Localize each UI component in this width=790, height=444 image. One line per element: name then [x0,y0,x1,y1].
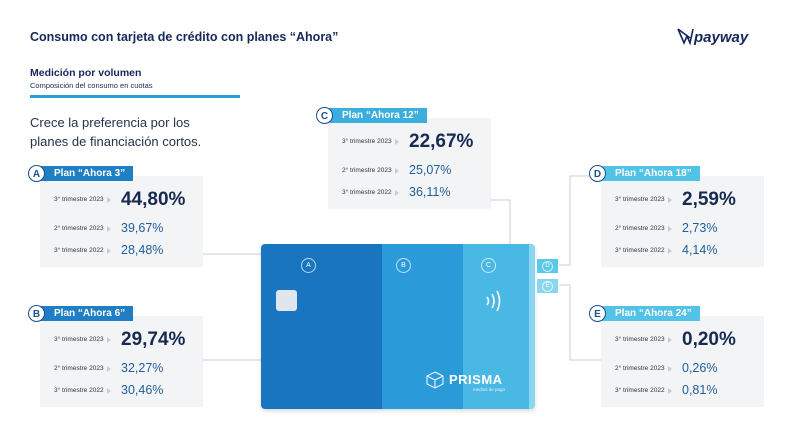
period-label: 3° trimestre 2022 [342,189,392,196]
plan-box: 3° trimestre 2023 22,67% 2° trimestre 2023… [328,118,491,209]
card-letter: B [396,258,411,273]
period-label: 3° trimestre 2023 [615,336,665,343]
arrow [395,168,399,174]
arrow [107,337,111,343]
card-letter: A [301,258,316,273]
arrow [107,226,111,232]
plan-box: 3° trimestre 2023 0,20% 2° trimestre 2023 0… [601,316,764,407]
value: 2,59% [682,189,736,210]
card-section [529,244,535,409]
brand: PRISMA [449,372,503,387]
period-label: 2° trimestre 2023 [54,225,104,232]
value: 32,27% [121,361,164,375]
period-label: 3° trimestre 2022 [615,387,665,394]
arrow [668,366,672,372]
tab-letter: E [542,281,553,292]
title: Consumo con tarjeta de crédito con plane… [30,30,339,44]
card-section [261,244,382,409]
plan-badge: Plan “Ahora 3” [34,166,134,181]
arrow [107,366,111,372]
logo-icon [677,28,694,46]
arrow [668,388,672,394]
logo: payway [694,29,749,46]
headline-line: planes de financiación cortos. [30,134,202,149]
arrow [107,197,111,203]
plan-box: 3° trimestre 2023 2,59% 2° trimestre 2023 2… [601,176,764,267]
period-label: 3° trimestre 2022 [54,387,104,394]
arrow [395,139,399,145]
brand-icon [426,371,444,389]
arrow [668,248,672,254]
value: 39,67% [121,221,164,235]
value: 28,48% [121,243,164,257]
period-label: 3° trimestre 2023 [54,336,104,343]
value: 22,67% [409,131,474,152]
plan-letter: D [589,165,606,182]
value: 0,81% [682,383,718,397]
card-section [463,244,529,409]
card-tab: D [536,258,559,274]
arrow [107,388,111,394]
plan-letter: C [316,107,333,124]
card: A B C PRISMA medios de pago [261,244,535,409]
contactless [486,290,501,312]
period-label: 3° trimestre 2023 [342,138,392,145]
plan-box: 3° trimestre 2023 29,74% 2° trimestre 2023… [40,316,203,407]
plan-badge: Plan “Ahora 12” [322,108,427,123]
tab-letter: D [542,261,553,272]
arrow [107,248,111,254]
period-label: 2° trimestre 2023 [342,167,392,174]
value: 0,26% [682,361,718,375]
plan-letter: B [28,305,45,322]
card-letter: C [481,258,496,273]
period-label: 3° trimestre 2022 [615,247,665,254]
period-label: 3° trimestre 2023 [615,196,665,203]
headline: Crece la preferencia por los planes de f… [30,113,201,151]
plan-badge: Plan “Ahora 24” [595,306,700,321]
value: 25,07% [409,163,452,177]
arrow [395,190,399,196]
arrow [668,197,672,203]
tagline: medios de pago [473,387,506,392]
plan-letter: E [589,305,606,322]
value: 4,14% [682,243,718,257]
plan-box: 3° trimestre 2023 44,80% 2° trimestre 2023… [40,176,203,267]
section-subtitle: Composición del consumo en cuotas [30,81,153,90]
headline-line: Crece la preferencia por los [30,115,190,130]
value: 30,46% [121,383,164,397]
section-title: Medición por volumen [30,67,142,79]
arrow [668,337,672,343]
period-label: 2° trimestre 2023 [615,225,665,232]
plan-badge: Plan “Ahora 18” [595,166,700,181]
card-section [382,244,463,409]
period-label: 3° trimestre 2023 [54,196,104,203]
plan-letter: A [28,165,45,182]
value: 0,20% [682,329,736,350]
underline [30,95,240,98]
value: 29,74% [121,329,186,350]
chip [276,290,297,311]
plan-badge: Plan “Ahora 6” [34,306,134,321]
value: 2,73% [682,221,718,235]
arrow [668,226,672,232]
card-tab: E [536,278,559,294]
period-label: 3° trimestre 2022 [54,247,104,254]
period-label: 2° trimestre 2023 [54,365,104,372]
period-label: 2° trimestre 2023 [615,365,665,372]
value: 36,11% [409,185,451,199]
value: 44,80% [121,189,186,210]
